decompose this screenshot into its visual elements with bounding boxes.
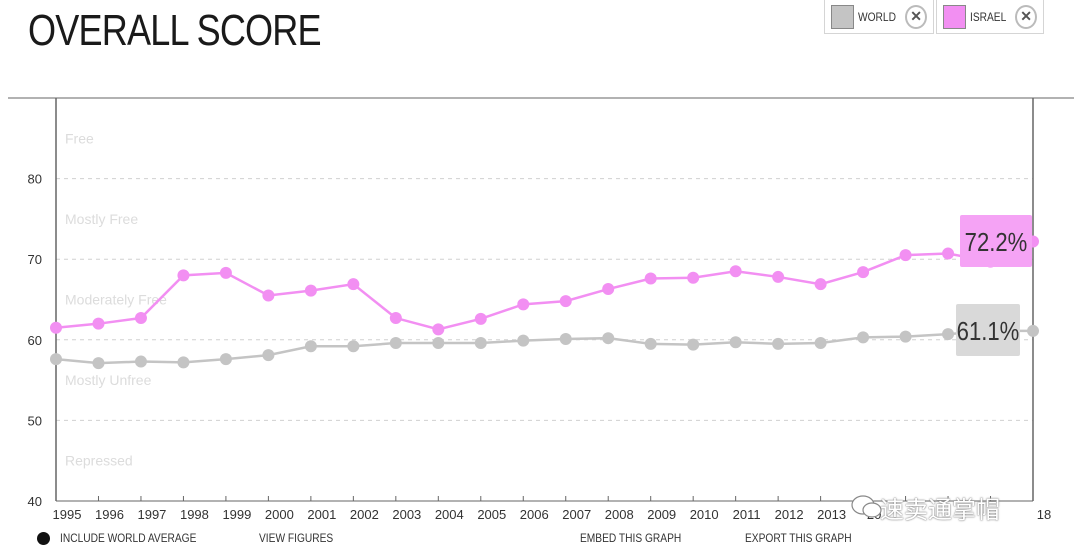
data-point-israel	[644, 272, 657, 285]
include-world-average-label[interactable]: INCLUDE WORLD AVERAGE	[60, 531, 197, 545]
y-tick-label: 80	[28, 172, 42, 187]
data-point-israel	[92, 317, 105, 330]
data-point-world	[474, 337, 487, 350]
x-tick-label: 2009	[647, 507, 676, 522]
series-line-israel	[55, 240, 1034, 331]
band-label: Repressed	[65, 453, 133, 469]
x-tick-label: 2003	[392, 507, 421, 522]
data-point-israel	[432, 323, 445, 336]
watermark-text: 速卖通掌帽	[880, 497, 1000, 524]
data-point-israel	[262, 289, 275, 302]
include-world-radio[interactable]	[37, 532, 50, 545]
band-label: Moderately Free	[65, 292, 167, 308]
series-line-world	[55, 329, 1033, 365]
x-tick-label: 1995	[53, 507, 82, 522]
legend-label-israel: ISRAEL	[970, 9, 1007, 24]
data-point-world	[219, 353, 232, 366]
data-point-world	[942, 328, 955, 341]
data-point-israel	[389, 312, 402, 325]
world-swatch	[831, 4, 855, 29]
data-point-world	[899, 330, 912, 343]
embed-graph-link[interactable]: EMBED THIS GRAPH	[580, 531, 682, 545]
x-tick-label: 2012	[775, 507, 804, 522]
data-point-israel	[814, 278, 827, 291]
data-point-israel	[50, 321, 62, 334]
line-chart: Free Mostly Free Moderately Free Mostly Unf…	[8, 97, 1074, 522]
y-tick-label: 60	[28, 333, 42, 348]
data-point-israel	[687, 271, 700, 284]
data-point-world	[857, 331, 870, 344]
x-tick-label: 1996	[95, 507, 124, 522]
data-point-israel	[134, 312, 147, 325]
band-label: Mostly Unfree	[65, 372, 152, 388]
value-badge	[960, 215, 1032, 267]
data-point-world	[50, 353, 62, 366]
data-point-world	[432, 337, 445, 350]
data-point-world	[772, 337, 785, 350]
data-point-world	[262, 349, 275, 362]
data-point-world	[602, 332, 615, 345]
data-point-israel	[559, 295, 572, 308]
legend-label-world: WORLD	[858, 9, 897, 24]
y-tick-label: 50	[28, 413, 42, 428]
data-point-world	[304, 340, 317, 353]
data-point-world	[814, 337, 827, 350]
x-tick-label: 2013	[817, 507, 846, 522]
data-point-world	[729, 336, 742, 349]
data-point-world	[177, 356, 190, 369]
data-point-israel	[729, 265, 742, 278]
y-tick-label: 40	[28, 494, 42, 509]
x-tick-label: 2007	[562, 507, 591, 522]
data-point-israel	[219, 266, 232, 279]
data-point-israel	[177, 269, 190, 282]
x-tick-label: 2004	[435, 507, 464, 522]
x-tick-label: 18	[1037, 507, 1051, 522]
data-point-world	[517, 334, 530, 347]
page-title: OVERALL SCORE	[28, 6, 322, 55]
close-icon[interactable]: ✕	[1015, 4, 1037, 29]
value-badge-label: 61.1%	[957, 317, 1020, 346]
data-point-israel	[304, 284, 317, 297]
value-badge-label: 72.2%	[965, 228, 1028, 257]
legend-item-world[interactable]: WORLD ✕	[824, 0, 934, 34]
band-label: Mostly Free	[65, 211, 138, 227]
x-tick-label: 2008	[605, 507, 634, 522]
x-tick-label: 2002	[350, 507, 379, 522]
band-label: Free	[65, 130, 94, 146]
x-tick-label: 2010	[690, 507, 719, 522]
x-tick-label: 2001	[307, 507, 336, 522]
data-point-world	[347, 340, 360, 353]
data-point-israel	[602, 283, 615, 296]
data-point-world	[687, 338, 700, 351]
israel-swatch	[943, 4, 967, 29]
view-figures-link[interactable]: VIEW FIGURES	[259, 531, 334, 545]
close-icon[interactable]: ✕	[905, 4, 927, 29]
data-point-world	[134, 355, 147, 368]
x-tick-label: 2006	[520, 507, 549, 522]
data-point-israel	[857, 266, 870, 279]
y-tick-label: 70	[28, 252, 42, 267]
x-tick-label: 1999	[222, 507, 251, 522]
value-badge	[956, 304, 1020, 356]
data-point-israel	[517, 298, 530, 311]
data-point-israel	[899, 249, 912, 262]
data-point-world	[92, 357, 105, 370]
data-point-israel	[347, 278, 360, 291]
x-tick-label: 1998	[180, 507, 209, 522]
legend-item-israel[interactable]: ISRAEL ✕	[936, 0, 1044, 34]
wechat-icon	[851, 495, 882, 518]
data-point-israel	[942, 247, 955, 260]
data-point-world	[559, 332, 572, 345]
x-tick-label: 2011	[733, 507, 761, 522]
data-point-world	[644, 337, 657, 350]
data-point-world	[1027, 324, 1039, 337]
x-tick-label: 2000	[265, 507, 294, 522]
export-graph-link[interactable]: EXPORT THIS GRAPH	[745, 531, 852, 545]
x-tick-label: 2005	[477, 507, 506, 522]
x-tick-label: 1997	[137, 507, 166, 522]
data-point-world	[389, 337, 402, 350]
data-point-israel	[772, 270, 785, 283]
data-point-israel	[474, 312, 487, 325]
